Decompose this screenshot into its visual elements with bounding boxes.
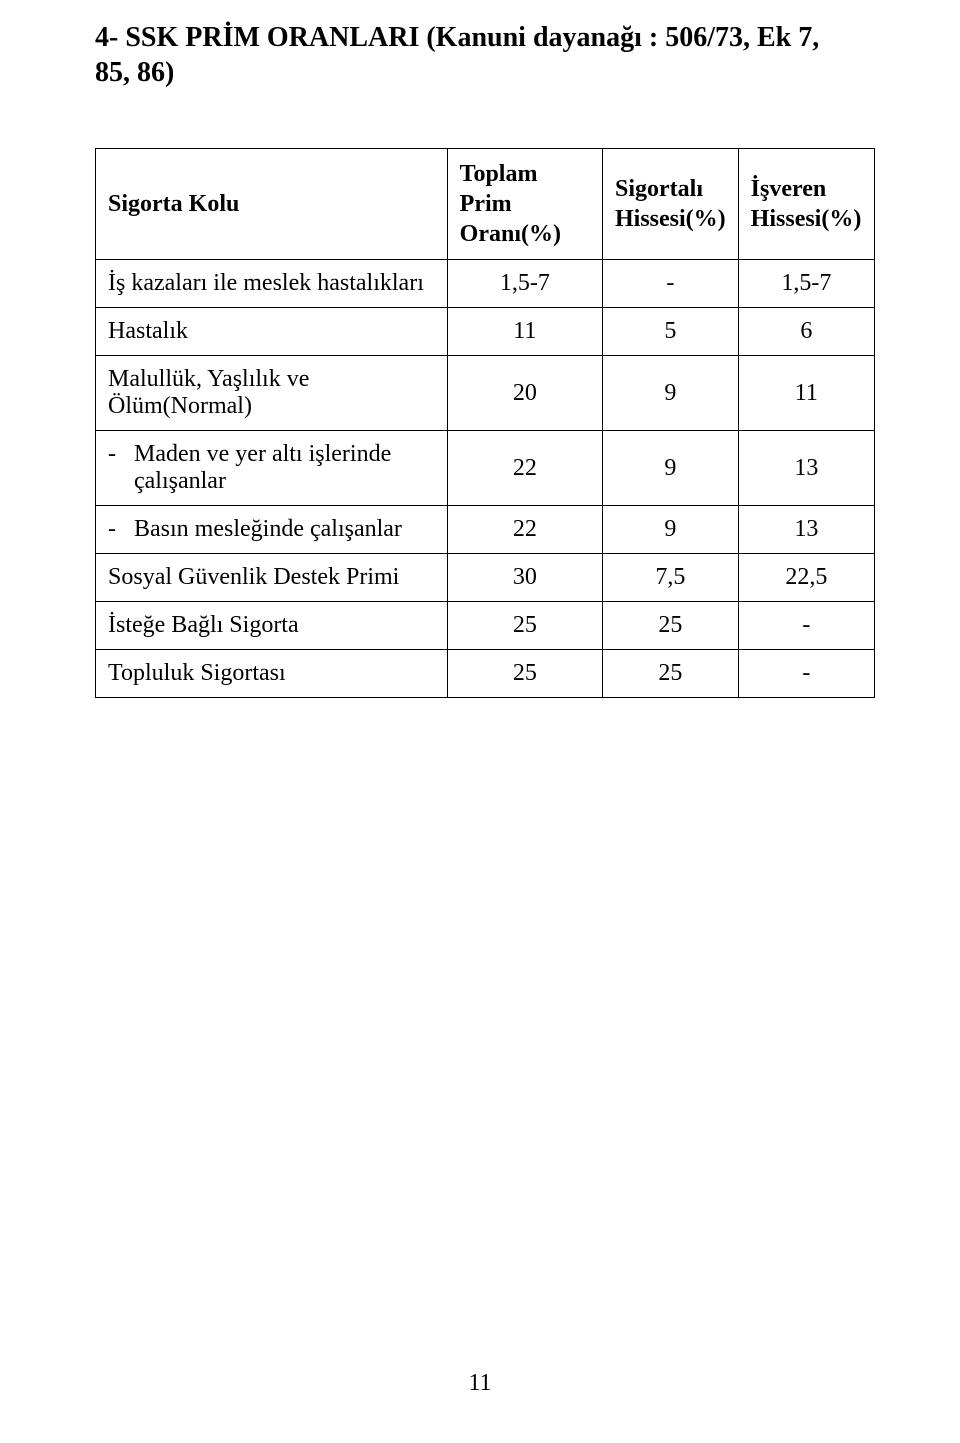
row-val-toplam: 30 <box>447 554 602 602</box>
header-sigorta-kolu: Sigorta Kolu <box>96 149 448 260</box>
row-label-text: Maden ve yer altı işlerinde çalışanlar <box>134 441 435 495</box>
header-sigortali-l2: Hissesi(%) <box>615 206 726 232</box>
row-val-sigortali: 25 <box>603 650 739 698</box>
row-val-sigortali: 9 <box>603 356 739 431</box>
header-isveren: İşveren Hissesi(%) <box>738 149 874 260</box>
table-row: Sosyal Güvenlik Destek Primi 30 7,5 22,5 <box>96 554 875 602</box>
row-label: Hastalık <box>96 308 448 356</box>
row-label: İş kazaları ile meslek hastalıkları <box>96 260 448 308</box>
header-toplam-prim: Toplam Prim Oranı(%) <box>447 149 602 260</box>
prim-oranlari-table: Sigorta Kolu Toplam Prim Oranı(%) Sigort… <box>95 148 875 698</box>
table-row: İsteğe Bağlı Sigorta 25 25 - <box>96 602 875 650</box>
row-val-isveren: 6 <box>738 308 874 356</box>
header-toplam-prim-l2: Oranı(%) <box>460 221 561 247</box>
row-label: Malullük, Yaşlılık ve Ölüm(Normal) <box>96 356 448 431</box>
row-val-isveren: 13 <box>738 431 874 506</box>
row-label: Topluluk Sigortası <box>96 650 448 698</box>
row-label: İsteğe Bağlı Sigorta <box>96 602 448 650</box>
row-val-toplam: 22 <box>447 431 602 506</box>
header-isveren-l2: Hissesi(%) <box>751 206 862 232</box>
table-row: - Basın mesleğinde çalışanlar 22 9 13 <box>96 506 875 554</box>
row-val-sigortali: 9 <box>603 431 739 506</box>
row-val-toplam: 22 <box>447 506 602 554</box>
title-line-2: 85, 86) <box>95 57 174 88</box>
row-label: Sosyal Güvenlik Destek Primi <box>96 554 448 602</box>
header-sigortali-l1: Sigortalı <box>615 176 703 202</box>
row-val-isveren: 11 <box>738 356 874 431</box>
row-val-isveren: 13 <box>738 506 874 554</box>
row-label-text: Basın mesleğinde çalışanlar <box>134 516 435 543</box>
row-val-sigortali: 25 <box>603 602 739 650</box>
header-toplam-prim-l1: Toplam Prim <box>460 161 538 217</box>
row-label: - Maden ve yer altı işlerinde çalışanlar <box>96 431 448 506</box>
row-val-sigortali: 9 <box>603 506 739 554</box>
row-val-isveren: 22,5 <box>738 554 874 602</box>
section-title: 4- SSK PRİM ORANLARI (Kanuni dayanağı : … <box>95 20 875 90</box>
table-row: - Maden ve yer altı işlerinde çalışanlar… <box>96 431 875 506</box>
table-header-row: Sigorta Kolu Toplam Prim Oranı(%) Sigort… <box>96 149 875 260</box>
row-val-toplam: 25 <box>447 602 602 650</box>
row-val-isveren: - <box>738 602 874 650</box>
page-number: 11 <box>0 1370 960 1397</box>
row-val-toplam: 1,5-7 <box>447 260 602 308</box>
table-row: Malullük, Yaşlılık ve Ölüm(Normal) 20 9 … <box>96 356 875 431</box>
row-val-toplam: 11 <box>447 308 602 356</box>
row-val-sigortali: 5 <box>603 308 739 356</box>
row-val-isveren: 1,5-7 <box>738 260 874 308</box>
table-row: Topluluk Sigortası 25 25 - <box>96 650 875 698</box>
dash-icon: - <box>108 516 134 543</box>
row-val-sigortali: 7,5 <box>603 554 739 602</box>
header-isveren-l1: İşveren <box>751 176 827 202</box>
table-row: İş kazaları ile meslek hastalıkları 1,5-… <box>96 260 875 308</box>
row-val-toplam: 20 <box>447 356 602 431</box>
row-val-isveren: - <box>738 650 874 698</box>
header-sigortali: Sigortalı Hissesi(%) <box>603 149 739 260</box>
table-row: Hastalık 11 5 6 <box>96 308 875 356</box>
row-val-toplam: 25 <box>447 650 602 698</box>
title-line-1: 4- SSK PRİM ORANLARI (Kanuni dayanağı : … <box>95 22 819 53</box>
row-label: - Basın mesleğinde çalışanlar <box>96 506 448 554</box>
dash-icon: - <box>108 441 134 495</box>
row-val-sigortali: - <box>603 260 739 308</box>
